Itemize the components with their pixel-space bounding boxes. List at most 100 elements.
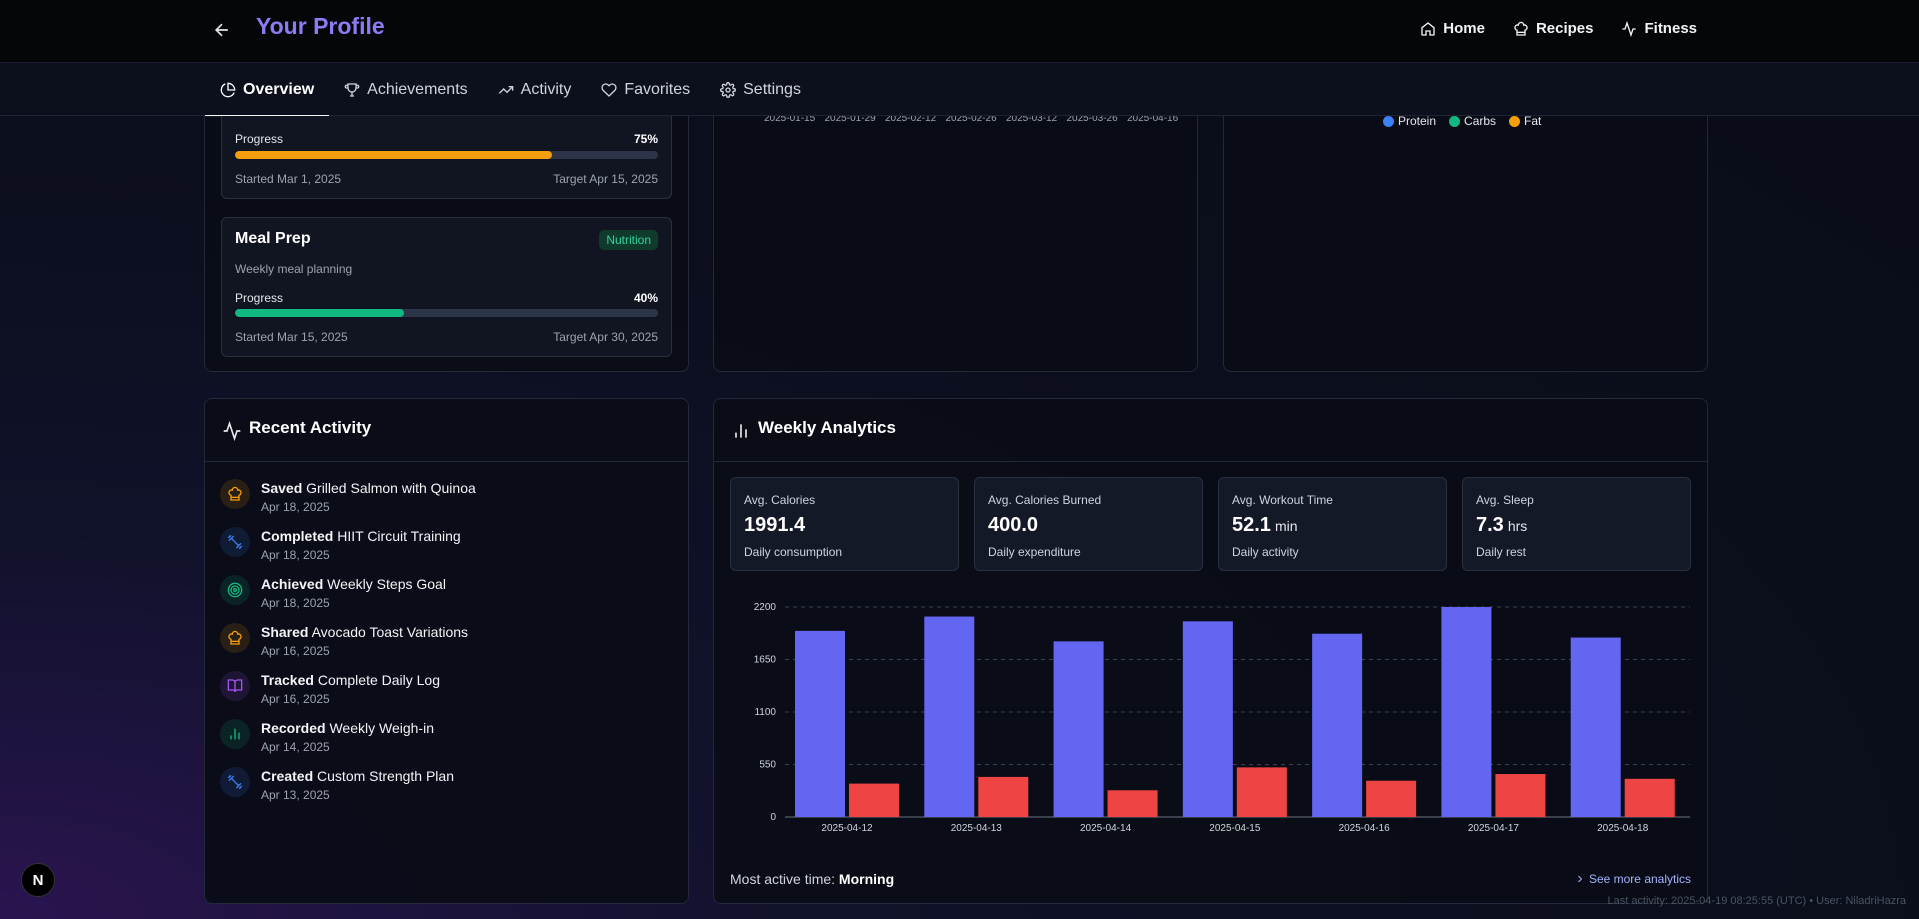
list-item[interactable]: Saved Grilled Salmon with Quinoa Apr 18, …: [220, 479, 476, 514]
tab-overview-label: Overview: [243, 80, 315, 98]
nav-recipes[interactable]: Recipes: [1513, 20, 1594, 37]
tab-overview[interactable]: Overview: [205, 63, 330, 117]
nextjs-badge[interactable]: N: [21, 863, 55, 897]
activity-icon: [222, 420, 242, 442]
stat-label: Avg. Calories: [744, 493, 816, 507]
tab-settings-label: Settings: [743, 80, 801, 98]
progress-label: Progress: [235, 291, 284, 305]
y-tick-label: 2200: [754, 602, 777, 613]
x-tick-label: 2025-04-16: [1339, 823, 1391, 833]
most-active-time: Most active time: Morning: [730, 871, 894, 887]
list-item[interactable]: Shared Avocado Toast Variations Apr 16, 2…: [220, 623, 468, 658]
chart-bar: [1107, 790, 1158, 817]
bar-chart-icon: [731, 421, 751, 441]
activity-date: Apr 16, 2025: [261, 692, 330, 706]
activity-date: Apr 16, 2025: [261, 644, 330, 658]
weekly-analytics-title: Weekly Analytics: [758, 418, 896, 437]
see-more-analytics-label: See more analytics: [1588, 872, 1691, 886]
progress-label: Progress: [235, 132, 284, 146]
x-tick-label: 2025-04-18: [1597, 823, 1649, 833]
activity-date: Apr 14, 2025: [261, 740, 330, 754]
nav-fitness-label: Fitness: [1644, 20, 1697, 37]
goal-start-date: Started Mar 15, 2025: [235, 330, 348, 344]
tab-achievements-label: Achievements: [367, 80, 468, 98]
stat-value: 1991.4: [744, 514, 806, 536]
goal-start-date: Started Mar 1, 2025: [235, 172, 342, 186]
chart-bar: [1236, 767, 1287, 817]
tab-settings[interactable]: Settings: [705, 63, 816, 116]
most-active-label: Most active time:: [730, 871, 836, 887]
goal-target-date: Target Apr 30, 2025: [553, 330, 658, 344]
activity-date: Apr 18, 2025: [261, 500, 330, 514]
y-tick-label: 550: [759, 760, 776, 771]
heart-icon: [601, 82, 617, 97]
recent-activity-title: Recent Activity: [249, 418, 372, 437]
axis-tick-label: 2025-04-16: [1127, 116, 1179, 124]
back-arrow-icon[interactable]: [212, 20, 232, 40]
gear-icon: [720, 81, 737, 98]
see-more-analytics-link[interactable]: See more analytics: [1574, 872, 1691, 886]
list-item[interactable]: Achieved Weekly Steps Goal Apr 18, 2025: [220, 575, 446, 610]
tab-activity-label: Activity: [520, 80, 572, 98]
chevron-right-icon: [1578, 875, 1583, 883]
list-item[interactable]: Recorded Weekly Weigh-in Apr 14, 2025: [220, 719, 434, 754]
chart-bar: [1312, 633, 1363, 817]
activity-icon: [1622, 20, 1637, 37]
chart-bar: [849, 783, 899, 817]
list-item[interactable]: Tracked Complete Daily Log Apr 16, 2025: [220, 671, 440, 706]
x-tick-label: 2025-04-14: [1080, 823, 1132, 833]
activity-text: Created Custom Strength Plan: [261, 768, 454, 784]
axis-tick-label: 2025-02-12: [885, 116, 937, 124]
stat-unit: hrs: [1507, 518, 1528, 534]
x-tick-label: 2025-04-13: [951, 823, 1003, 833]
goal-title: Meal Prep: [235, 230, 311, 247]
goal-description: Weekly meal planning: [235, 262, 353, 276]
tab-activity[interactable]: Activity: [483, 63, 587, 116]
activity-date: Apr 13, 2025: [261, 788, 330, 802]
progress-value: 40%: [633, 291, 658, 305]
list-item[interactable]: Completed HIIT Circuit Training Apr 18, 2…: [220, 527, 461, 562]
nav-fitness[interactable]: Fitness: [1621, 20, 1697, 37]
x-tick-label: 2025-04-12: [821, 823, 873, 833]
chart-bar: [1624, 778, 1675, 817]
activity-text: Tracked Complete Daily Log: [261, 672, 440, 688]
last-activity-note: Last activity: 2025-04-19 08:25:55 (UTC)…: [1607, 895, 1906, 907]
nav-home-label: Home: [1443, 20, 1485, 37]
tab-achievements[interactable]: Achievements: [329, 63, 483, 116]
chef-hat-icon: [1514, 21, 1528, 36]
book-icon: [220, 671, 250, 701]
top-bar: Your Profile Home Recipes Fitness: [0, 0, 1919, 63]
axis-tick-label: 2025-01-29: [825, 116, 877, 124]
stat-value: 52.1 min: [1232, 514, 1298, 536]
chart-bar: [1366, 780, 1417, 817]
stat-avg-calories-burned: Avg. Calories Burned 400.0 Daily expendi…: [974, 477, 1203, 571]
pie-chart-icon: [220, 82, 236, 97]
stat-sub: Daily rest: [1476, 545, 1527, 559]
legend-carbs: Carbs: [1449, 114, 1496, 128]
most-active-value: Morning: [838, 871, 895, 887]
chart-bar: [1441, 607, 1492, 817]
list-item[interactable]: Created Custom Strength Plan Apr 13, 2025: [220, 767, 454, 802]
macro-legend: Protein Carbs Fat: [1383, 114, 1541, 128]
recent-activity-card: Recent Activity Saved Grilled Salmon wit…: [204, 398, 689, 904]
stat-label: Avg. Calories Burned: [988, 493, 1102, 507]
stat-value: 400.0: [988, 514, 1039, 536]
activity-text: Shared Avocado Toast Variations: [261, 624, 469, 640]
chef-hat-icon: [220, 479, 250, 509]
nav-home[interactable]: Home: [1420, 20, 1485, 37]
top-nav: Home Recipes Fitness: [1420, 20, 1697, 37]
tab-bar: Overview Achievements Activity Favorites…: [0, 63, 1919, 117]
axis-tick-label: 2025-02-26: [946, 116, 998, 124]
goal-category-badge: Nutrition: [599, 230, 658, 250]
nav-recipes-label: Recipes: [1535, 20, 1594, 37]
x-tick-label: 2025-04-17: [1468, 823, 1520, 833]
axis-tick-label: 2025-03-12: [1006, 116, 1058, 124]
weekly-bar-chart: 0 550 1100 1650 2200 2025-04-12 2025-04-13 2025…: [754, 602, 1690, 833]
activity-text: Recorded Weekly Weigh-in: [261, 720, 434, 736]
stat-avg-workout-time: Avg. Workout Time 52.1 min Daily activity: [1218, 477, 1447, 571]
page-title: Your Profile: [256, 13, 385, 39]
activity-text: Completed HIIT Circuit Training: [261, 528, 461, 544]
chart-bar: [795, 630, 845, 817]
tab-favorites[interactable]: Favorites: [586, 63, 705, 116]
trend-chart-axis: 2025-01-15 2025-01-29 2025-02-12 2025-02-26…: [764, 116, 1179, 124]
